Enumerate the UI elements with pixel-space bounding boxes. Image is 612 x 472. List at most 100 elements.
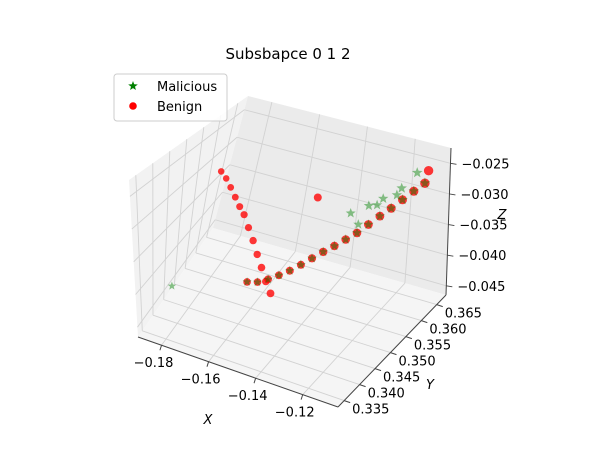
x-tick-label: −0.14	[228, 389, 268, 404]
z-tick-label: −0.040	[458, 249, 506, 264]
tick-mark	[436, 304, 443, 308]
malicious-point	[307, 253, 317, 263]
data-points	[167, 166, 434, 298]
legend-frame	[113, 73, 228, 122]
tick-mark	[300, 394, 304, 400]
benign-point	[285, 266, 294, 275]
malicious-point	[386, 202, 397, 213]
z-axis-line	[445, 147, 452, 296]
grid-line	[174, 283, 391, 354]
tick-mark	[253, 378, 257, 384]
malicious-point	[363, 200, 374, 211]
axis-panes	[129, 96, 451, 407]
legend-dot	[129, 102, 137, 110]
malicious-point	[391, 189, 403, 200]
benign-point	[253, 278, 262, 286]
malicious-point	[263, 274, 273, 284]
z-tick-label: −0.030	[460, 188, 508, 203]
malicious-point	[378, 193, 389, 203]
legend: Malicious Benign	[113, 73, 228, 122]
grid-line	[404, 138, 416, 284]
benign-point	[249, 236, 257, 245]
pane-y	[213, 96, 451, 295]
grid-line	[195, 252, 422, 322]
malicious-point	[397, 194, 408, 205]
benign-point	[257, 263, 266, 272]
tick-labels: −0.18 −0.16 −0.14 −0.12 0.3350.3400.3450.350…	[134, 157, 510, 420]
y-tick-label: 0.345	[383, 371, 420, 386]
benign-point	[236, 203, 244, 211]
benign-point	[423, 166, 434, 176]
tick-mark	[359, 384, 366, 388]
x-tick-label: −0.12	[275, 406, 315, 421]
benign-point	[227, 184, 235, 191]
benign-point	[244, 224, 253, 232]
grid-line	[206, 236, 437, 306]
z-tick-label: −0.025	[461, 157, 509, 172]
grid-line	[244, 109, 451, 164]
benign-point	[313, 193, 322, 202]
y-tick-label: 0.365	[445, 307, 482, 322]
x-tick-label: −0.16	[181, 373, 221, 388]
y-tick-label: 0.335	[352, 403, 389, 418]
tick-mark	[421, 320, 428, 324]
benign-point	[262, 277, 270, 286]
grid-line	[163, 299, 376, 370]
malicious-point	[411, 167, 423, 178]
grid-line	[137, 219, 216, 328]
y-tick-label: 0.350	[398, 355, 435, 370]
benign-point	[266, 289, 275, 298]
benign-point	[217, 168, 225, 175]
z-tick-label: −0.035	[459, 219, 507, 234]
pane-x	[129, 96, 248, 337]
y-tick-label: 0.340	[368, 387, 405, 402]
grid-lines	[129, 102, 451, 402]
axis-lines	[137, 147, 457, 408]
malicious-point	[352, 227, 363, 238]
legend-marker-malicious	[128, 81, 138, 90]
grid-line	[302, 282, 406, 395]
chart-title: Subsbapce 0 1 2	[225, 45, 350, 63]
grid-line	[135, 191, 223, 295]
benign-point	[409, 186, 419, 196]
malicious-point	[329, 240, 340, 251]
benign-point	[420, 178, 430, 188]
grid-line	[208, 251, 296, 362]
grid-line	[294, 114, 321, 252]
tick-mark	[449, 193, 456, 196]
y-tick-label: 0.355	[414, 339, 451, 354]
z-tick-label: −0.045	[457, 280, 505, 295]
tick-mark	[448, 224, 455, 227]
malicious-point	[252, 277, 262, 286]
benign-point	[398, 195, 407, 205]
malicious-point	[296, 259, 306, 269]
grid-line	[222, 191, 448, 256]
grid-line	[129, 109, 245, 197]
malicious-point	[419, 177, 431, 188]
benign-point	[296, 260, 305, 269]
benign-point	[364, 220, 373, 229]
malicious-point	[371, 199, 383, 210]
tick-mark	[159, 345, 163, 351]
malicious-point	[353, 219, 364, 229]
malicious-point	[374, 210, 385, 221]
tick-mark	[390, 352, 397, 356]
malicious-point	[396, 182, 407, 193]
malicious-point	[363, 219, 374, 229]
grid-line	[185, 268, 407, 338]
benign-point	[275, 271, 283, 280]
legend-label-benign: Benign	[157, 100, 202, 115]
benign-point	[375, 211, 385, 221]
legend-label-malicious: Malicious	[157, 80, 217, 95]
malicious-point	[242, 277, 252, 286]
benign-point	[231, 193, 239, 201]
malicious-point	[167, 281, 177, 290]
grid-line	[135, 175, 143, 331]
benign-point	[352, 228, 362, 238]
grid-line	[131, 136, 238, 230]
benign-point	[330, 241, 339, 251]
tick-mark	[374, 368, 382, 372]
legend-marker-benign	[129, 102, 137, 110]
grid-line	[229, 164, 449, 225]
